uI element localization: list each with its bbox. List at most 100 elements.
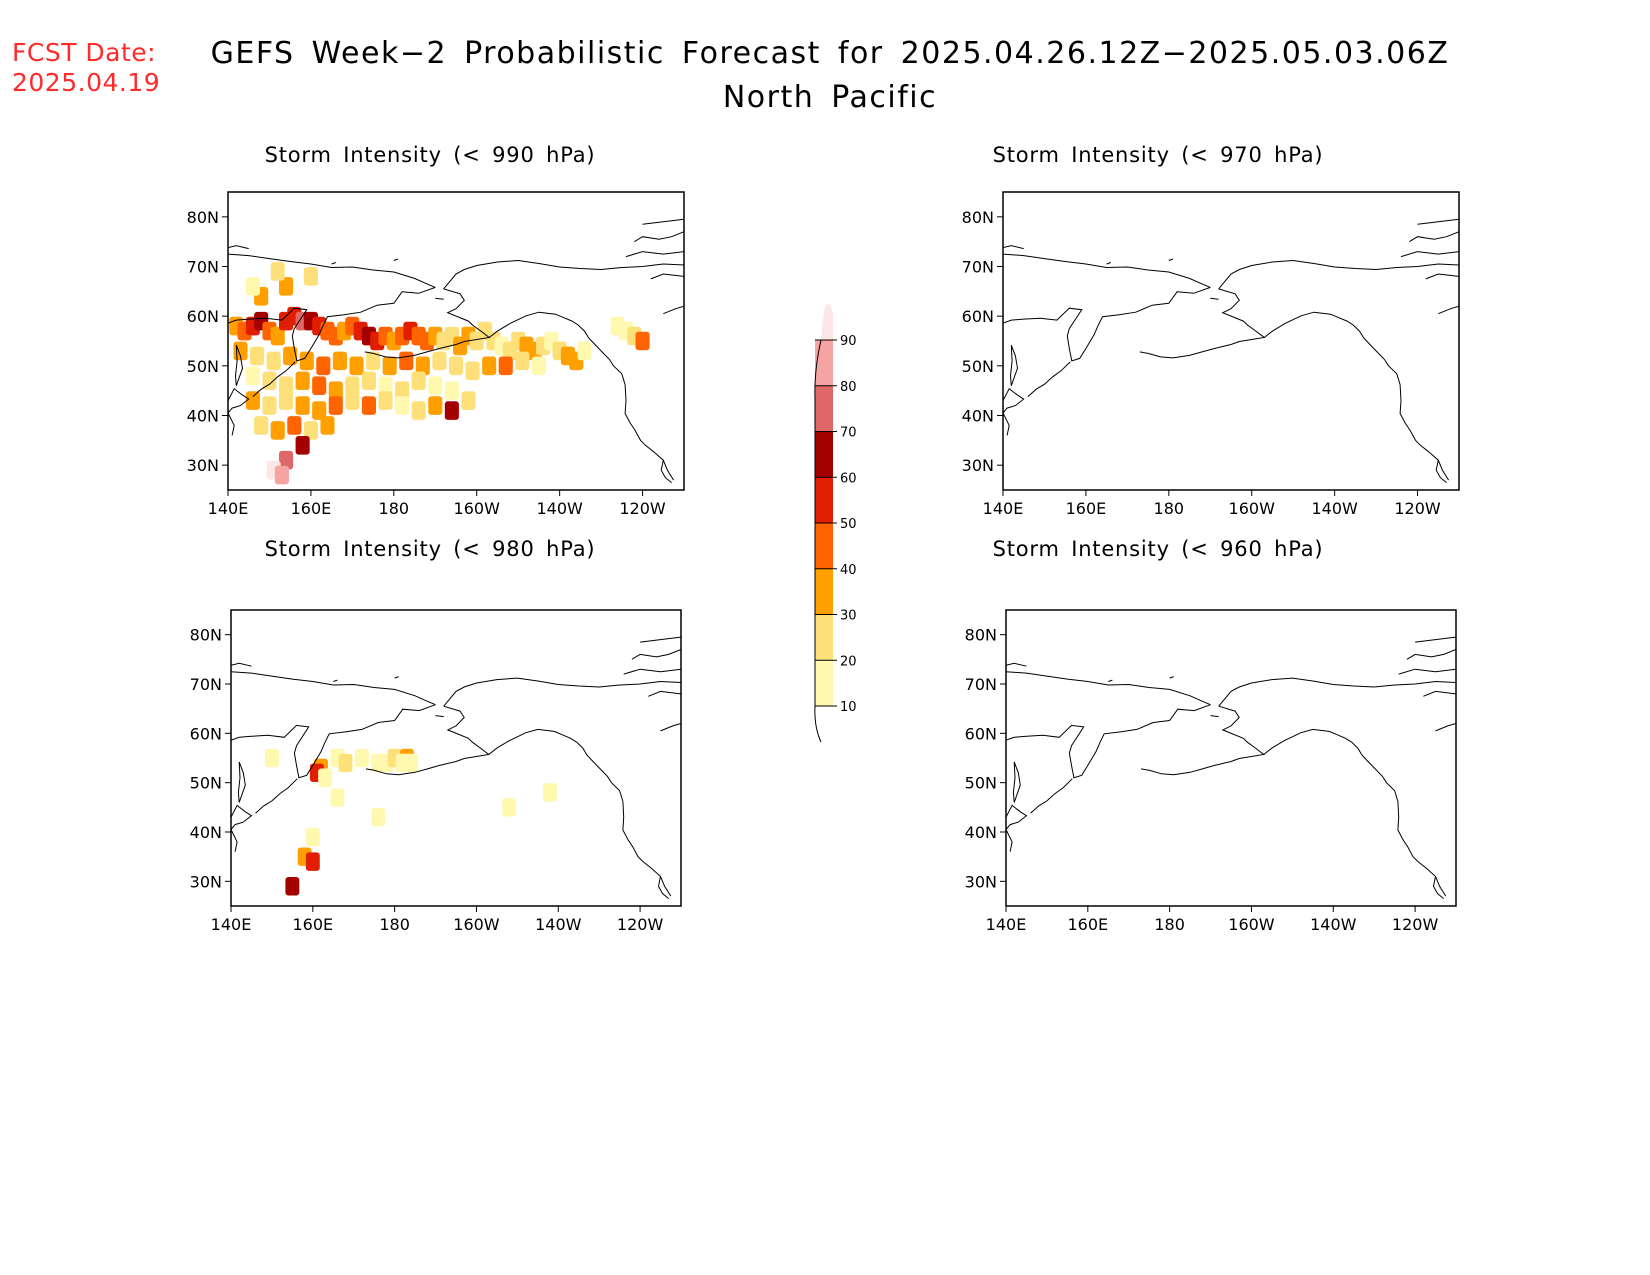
lon-tick-label: 140E: [208, 499, 249, 518]
coastline: [663, 305, 684, 315]
coastline: [1406, 649, 1456, 660]
map-frame: [1002, 191, 1460, 491]
fcst-date-heading: FCST Date:: [12, 38, 157, 67]
coastline: [364, 344, 457, 359]
lon-tick-label: 160E: [291, 499, 332, 518]
coastline: [231, 662, 252, 667]
coastline: [1210, 297, 1219, 300]
probability-cell: [249, 346, 265, 366]
lat-tick-label: 50N: [962, 357, 994, 376]
probability-cell: [316, 356, 331, 376]
lat-tick-label: 60N: [187, 307, 219, 326]
probability-cell: [270, 262, 285, 281]
probability-cell: [245, 366, 260, 386]
lon-tick-label: 160W: [454, 499, 501, 518]
coastline: [1435, 460, 1447, 483]
coastline: [1263, 311, 1450, 481]
coastline: [1006, 671, 1211, 706]
probability-cell: [283, 346, 298, 366]
colorbar-segment: [815, 614, 833, 661]
probability-cell: [245, 277, 260, 296]
coastline: [435, 297, 444, 300]
probability-cell: [515, 351, 530, 371]
lat-tick-label: 60N: [965, 724, 997, 743]
probability-cell: [382, 356, 397, 376]
map-panel-970hpa: 140E 160E 180 160W 140W 120W 30N 40N 50N 60N 70N 80…: [962, 191, 1460, 518]
coastline: [631, 649, 681, 660]
probability-cell: [299, 351, 314, 371]
coastline: [1435, 723, 1456, 732]
coastline: [393, 258, 399, 261]
probability-cell: [278, 450, 294, 470]
probability-cell: [502, 798, 517, 817]
coastline: [660, 723, 681, 732]
colorbar-segment: [815, 431, 833, 478]
map-frame: [230, 609, 682, 907]
probability-cell: [378, 376, 393, 395]
coastline: [1003, 253, 1211, 288]
lat-tick-label: 30N: [190, 872, 222, 891]
colorbar-tick-label: 80: [840, 380, 857, 395]
probability-cell: [330, 788, 345, 807]
coastline: [331, 262, 336, 265]
map-panel-980hpa: 140E 160E 180 160W 140W 120W 30N 40N 50N 60N 70N 80…: [190, 609, 682, 934]
probability-cell: [432, 351, 447, 371]
probability-cell: [338, 753, 353, 773]
coastline: [1006, 704, 1211, 779]
probability-cell: [543, 783, 558, 802]
map-field: [231, 636, 681, 899]
lon-tick-label: 120W: [617, 915, 664, 934]
probability-cell: [428, 396, 443, 415]
probability-cell: [395, 381, 410, 400]
coastline: [1027, 361, 1071, 397]
map-field: [1006, 636, 1456, 899]
panel-title-970: Storm Intensity (< 970 hPa): [992, 143, 1324, 167]
map-panel-960hpa: 140E 160E 180 160W 140W 120W 30N 40N 50N 60N 70N 80…: [965, 609, 1457, 934]
coastline: [1218, 677, 1456, 707]
lat-tick-label: 70N: [965, 675, 997, 694]
coastline: [1210, 715, 1219, 718]
lat-tick-label: 40N: [187, 407, 219, 426]
lat-tick-label: 30N: [965, 872, 997, 891]
coastline: [648, 690, 681, 697]
lon-tick-label: 180: [1154, 499, 1185, 518]
coastline: [333, 679, 338, 682]
coastline: [365, 761, 457, 776]
probability-cell: [332, 351, 347, 371]
coastline: [1218, 288, 1266, 345]
lon-tick-label: 120W: [1392, 915, 1439, 934]
colorbar-outline: [814, 339, 822, 743]
probability-cell: [328, 381, 343, 400]
colorbar-tick-label: 90: [840, 334, 857, 349]
colorbar-tick-label: 30: [840, 609, 857, 624]
colorbar-tick-label: 60: [840, 471, 857, 486]
probability-cell: [349, 356, 364, 376]
probability-cell: [266, 351, 281, 371]
colorbar-tick-label: 20: [840, 654, 857, 669]
probability-cell: [318, 768, 333, 787]
coastline: [1218, 705, 1265, 762]
probability-cell: [270, 421, 285, 440]
coastline: [640, 636, 681, 643]
coastline: [1009, 344, 1019, 386]
probability-cell: [295, 396, 310, 415]
lon-tick-label: 120W: [1394, 499, 1441, 518]
coastline: [1400, 251, 1459, 258]
probability-cell: [404, 753, 418, 773]
coastline: [660, 460, 672, 483]
coastline: [231, 671, 436, 706]
lon-tick-label: 160W: [1229, 499, 1276, 518]
coastline: [1432, 876, 1445, 899]
coastline: [634, 231, 684, 243]
coastline: [1415, 636, 1456, 643]
lat-tick-label: 60N: [962, 307, 994, 326]
lon-tick-label: 140W: [1310, 915, 1357, 934]
probability-cell: [320, 416, 335, 435]
map-field: [1003, 218, 1459, 483]
probability-cell: [287, 416, 302, 435]
probability-cell: [361, 371, 376, 391]
lat-tick-label: 30N: [962, 456, 994, 475]
colorbar-segment: [815, 523, 833, 569]
lat-tick-label: 50N: [187, 357, 219, 376]
probability-cell: [245, 391, 260, 410]
